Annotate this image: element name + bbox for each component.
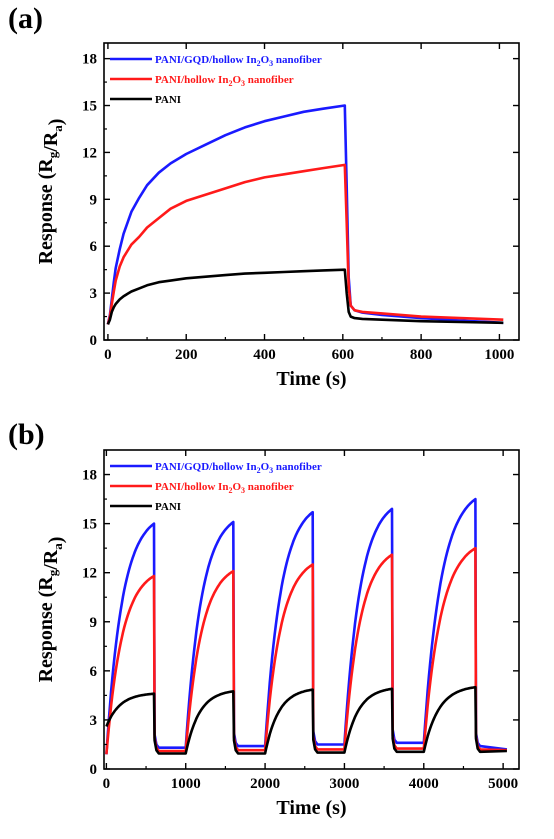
chart-b-svg: 0 1000 2000 3000 4000 5000 0 3 6 9 12 15 18 Time (s) R…	[35, 449, 520, 819]
x-tick-label: 2000	[250, 776, 280, 792]
x-axis-title: Time (s)	[276, 797, 346, 819]
series-line-1	[105, 497, 508, 755]
chart-panel-b: (b) 0 1000 2000 3000 4000 5000 0 3 6 9 12 15 18 Time …	[0, 418, 554, 839]
y-tick-label: 18	[82, 52, 97, 68]
y-tick-label: 6	[90, 239, 98, 255]
y-tick-label: 15	[82, 99, 97, 115]
y-tick-label: 9	[90, 615, 98, 631]
series-line-2	[106, 163, 504, 325]
series-line-1	[106, 104, 504, 325]
y-tick-label: 12	[82, 145, 97, 161]
x-tick-label: 4000	[409, 776, 439, 792]
x-tick-label: 600	[332, 347, 355, 363]
legend-label-3: PANI	[155, 501, 181, 513]
x-tick-label: 3000	[329, 776, 359, 792]
y-tick-label: 0	[90, 333, 98, 349]
x-tick-label: 400	[253, 347, 276, 363]
plot-frame	[103, 42, 520, 341]
series-line-2	[105, 546, 507, 755]
y-tick-label: 15	[82, 517, 97, 533]
legend-label-3: PANI	[155, 94, 181, 106]
chart-a-svg: 0 200 400 600 800 1000 0 3 6 9 12 15 18 Time (s) Respo…	[35, 42, 520, 390]
y-tick-label: 3	[90, 713, 98, 729]
y-tick-label: 18	[82, 468, 97, 484]
legend-label-2: PANI/hollow In2O3 nanofiber	[155, 74, 294, 88]
legend-label-1: PANI/GQD/hollow In2O3 nanofiber	[155, 54, 322, 68]
plot-frame	[103, 449, 520, 770]
y-tick-label: 9	[90, 192, 98, 208]
legend-label-1: PANI/GQD/hollow In2O3 nanofiber	[155, 461, 322, 475]
series-line-3	[105, 685, 507, 755]
chart-panel-a: (a) 0 200 400 600 800 1000 0 3 6 9 12 15 18 Time (s) R…	[8, 2, 520, 390]
x-tick-label: 200	[175, 347, 198, 363]
y-tick-label: 12	[82, 566, 97, 582]
x-tick-label: 5000	[488, 776, 518, 792]
series-line-3	[106, 268, 504, 325]
y-axis-title: Response (Rg/Ra)	[35, 119, 67, 265]
x-tick-label: 0	[104, 347, 112, 363]
legend-label-2: PANI/hollow In2O3 nanofiber	[155, 481, 294, 495]
y-tick-label: 3	[90, 286, 98, 302]
x-axis-title: Time (s)	[276, 368, 346, 390]
x-tick-label: 1000	[484, 347, 514, 363]
y-tick-label: 6	[90, 664, 98, 680]
y-tick-label: 0	[90, 762, 98, 778]
panel-label-a: (a)	[8, 2, 43, 35]
x-tick-label: 800	[410, 347, 433, 363]
x-tick-label: 0	[103, 776, 111, 792]
panel-label-b: (b)	[8, 418, 45, 451]
y-axis-title: Response (Rg/Ra)	[35, 537, 67, 683]
x-tick-label: 1000	[171, 776, 201, 792]
